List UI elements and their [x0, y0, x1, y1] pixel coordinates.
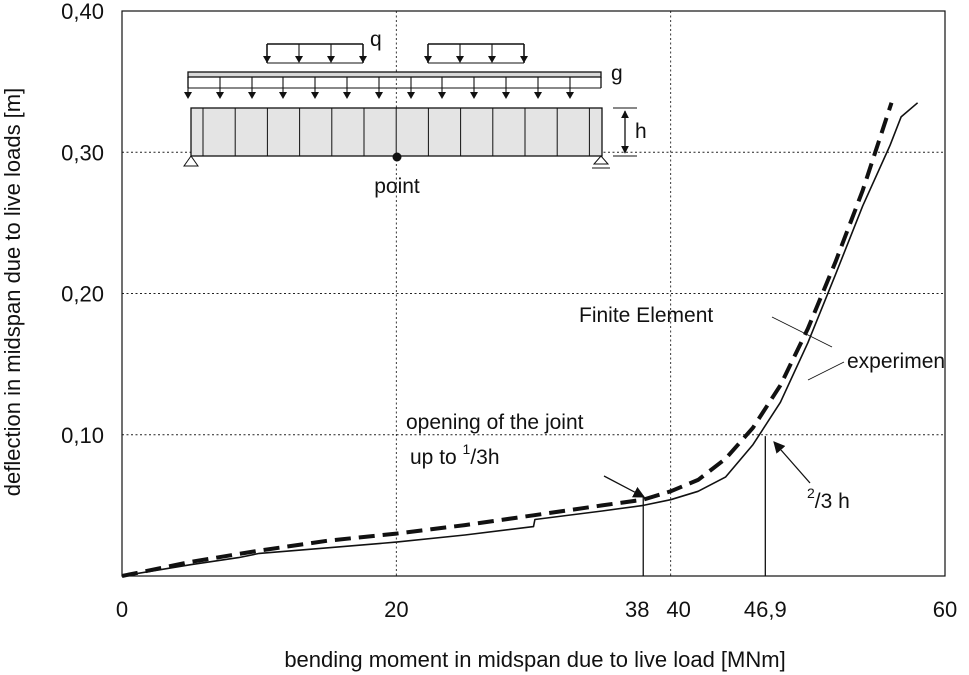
height-label: h: [635, 120, 647, 143]
load-arrowhead: [248, 92, 256, 99]
y-tick-labels: 0,10 0,20 0,30 0,40: [61, 0, 104, 448]
fe-label: Finite Element: [579, 304, 713, 327]
marker-lines: [642, 436, 766, 576]
height-dimension: [613, 107, 637, 157]
load-arrowhead: [263, 56, 271, 63]
load-arrowhead: [488, 56, 496, 63]
load-arrowhead: [327, 56, 335, 63]
load-arrowhead: [424, 56, 432, 63]
load-arrowhead: [311, 92, 319, 99]
y-tick-label: 0,10: [61, 423, 104, 448]
x-tick-label: 0: [116, 597, 128, 622]
y-tick-label: 0,30: [61, 140, 104, 165]
x-tick-label: 20: [384, 597, 408, 622]
y-tick-label: 0,40: [61, 0, 104, 24]
load-q-right: [424, 43, 528, 64]
joint-label-line2: up to 1/3h: [410, 441, 500, 469]
two-thirds-label: 2/3 h: [807, 485, 850, 513]
load-g-label: g: [611, 62, 623, 85]
load-arrowhead: [520, 56, 528, 63]
joint-arrow: [603, 475, 646, 498]
x-tick-label: 60: [933, 597, 957, 622]
left-support: [183, 155, 199, 167]
plot-frame: [121, 10, 946, 577]
load-arrowhead: [456, 56, 464, 63]
series-line-finite-element: [121, 102, 894, 578]
x-tick-label: 38: [625, 597, 649, 622]
measurement-point: [392, 152, 402, 162]
load-arrowhead: [534, 92, 542, 99]
load-arrowhead: [184, 92, 192, 99]
load-q-left: [263, 43, 367, 64]
x-tick-label: 46,9: [744, 597, 787, 622]
x-axis-title: bending moment in midspan due to live lo…: [284, 647, 785, 672]
load-q-label: q: [370, 28, 382, 51]
x-tick-labels: 0 20 38 40 46,9 60: [116, 597, 957, 622]
y-axis-title: deflection in midspan due to live loads …: [0, 88, 25, 496]
exp-leader: [807, 361, 845, 381]
load-arrowhead: [438, 92, 446, 99]
exp-label: experimen: [847, 350, 945, 373]
load-arrowhead: [407, 92, 415, 99]
load-arrowhead: [216, 92, 224, 99]
load-g: [184, 71, 602, 99]
two-thirds-arrow: [773, 441, 811, 484]
series-lines: [121, 102, 919, 578]
load-arrowhead: [375, 92, 383, 99]
load-arrowhead: [343, 92, 351, 99]
load-arrowhead: [470, 92, 478, 99]
fe-leader: [771, 316, 833, 348]
x-tick-label: 40: [666, 597, 690, 622]
series-line-experiment: [121, 102, 919, 577]
load-arrowhead: [279, 92, 287, 99]
load-arrowhead: [566, 92, 574, 99]
annotations: Finite Element experimen opening of the …: [406, 304, 945, 513]
load-arrowhead: [295, 56, 303, 63]
beam-schematic: q g h point: [183, 28, 647, 198]
point-label: point: [374, 175, 420, 198]
joint-label-line1: opening of the joint: [406, 411, 584, 434]
beam-body: [190, 107, 603, 157]
y-tick-label: 0,20: [61, 282, 104, 307]
load-arrowhead: [502, 92, 510, 99]
right-support: [592, 155, 610, 169]
load-arrowhead: [359, 56, 367, 63]
